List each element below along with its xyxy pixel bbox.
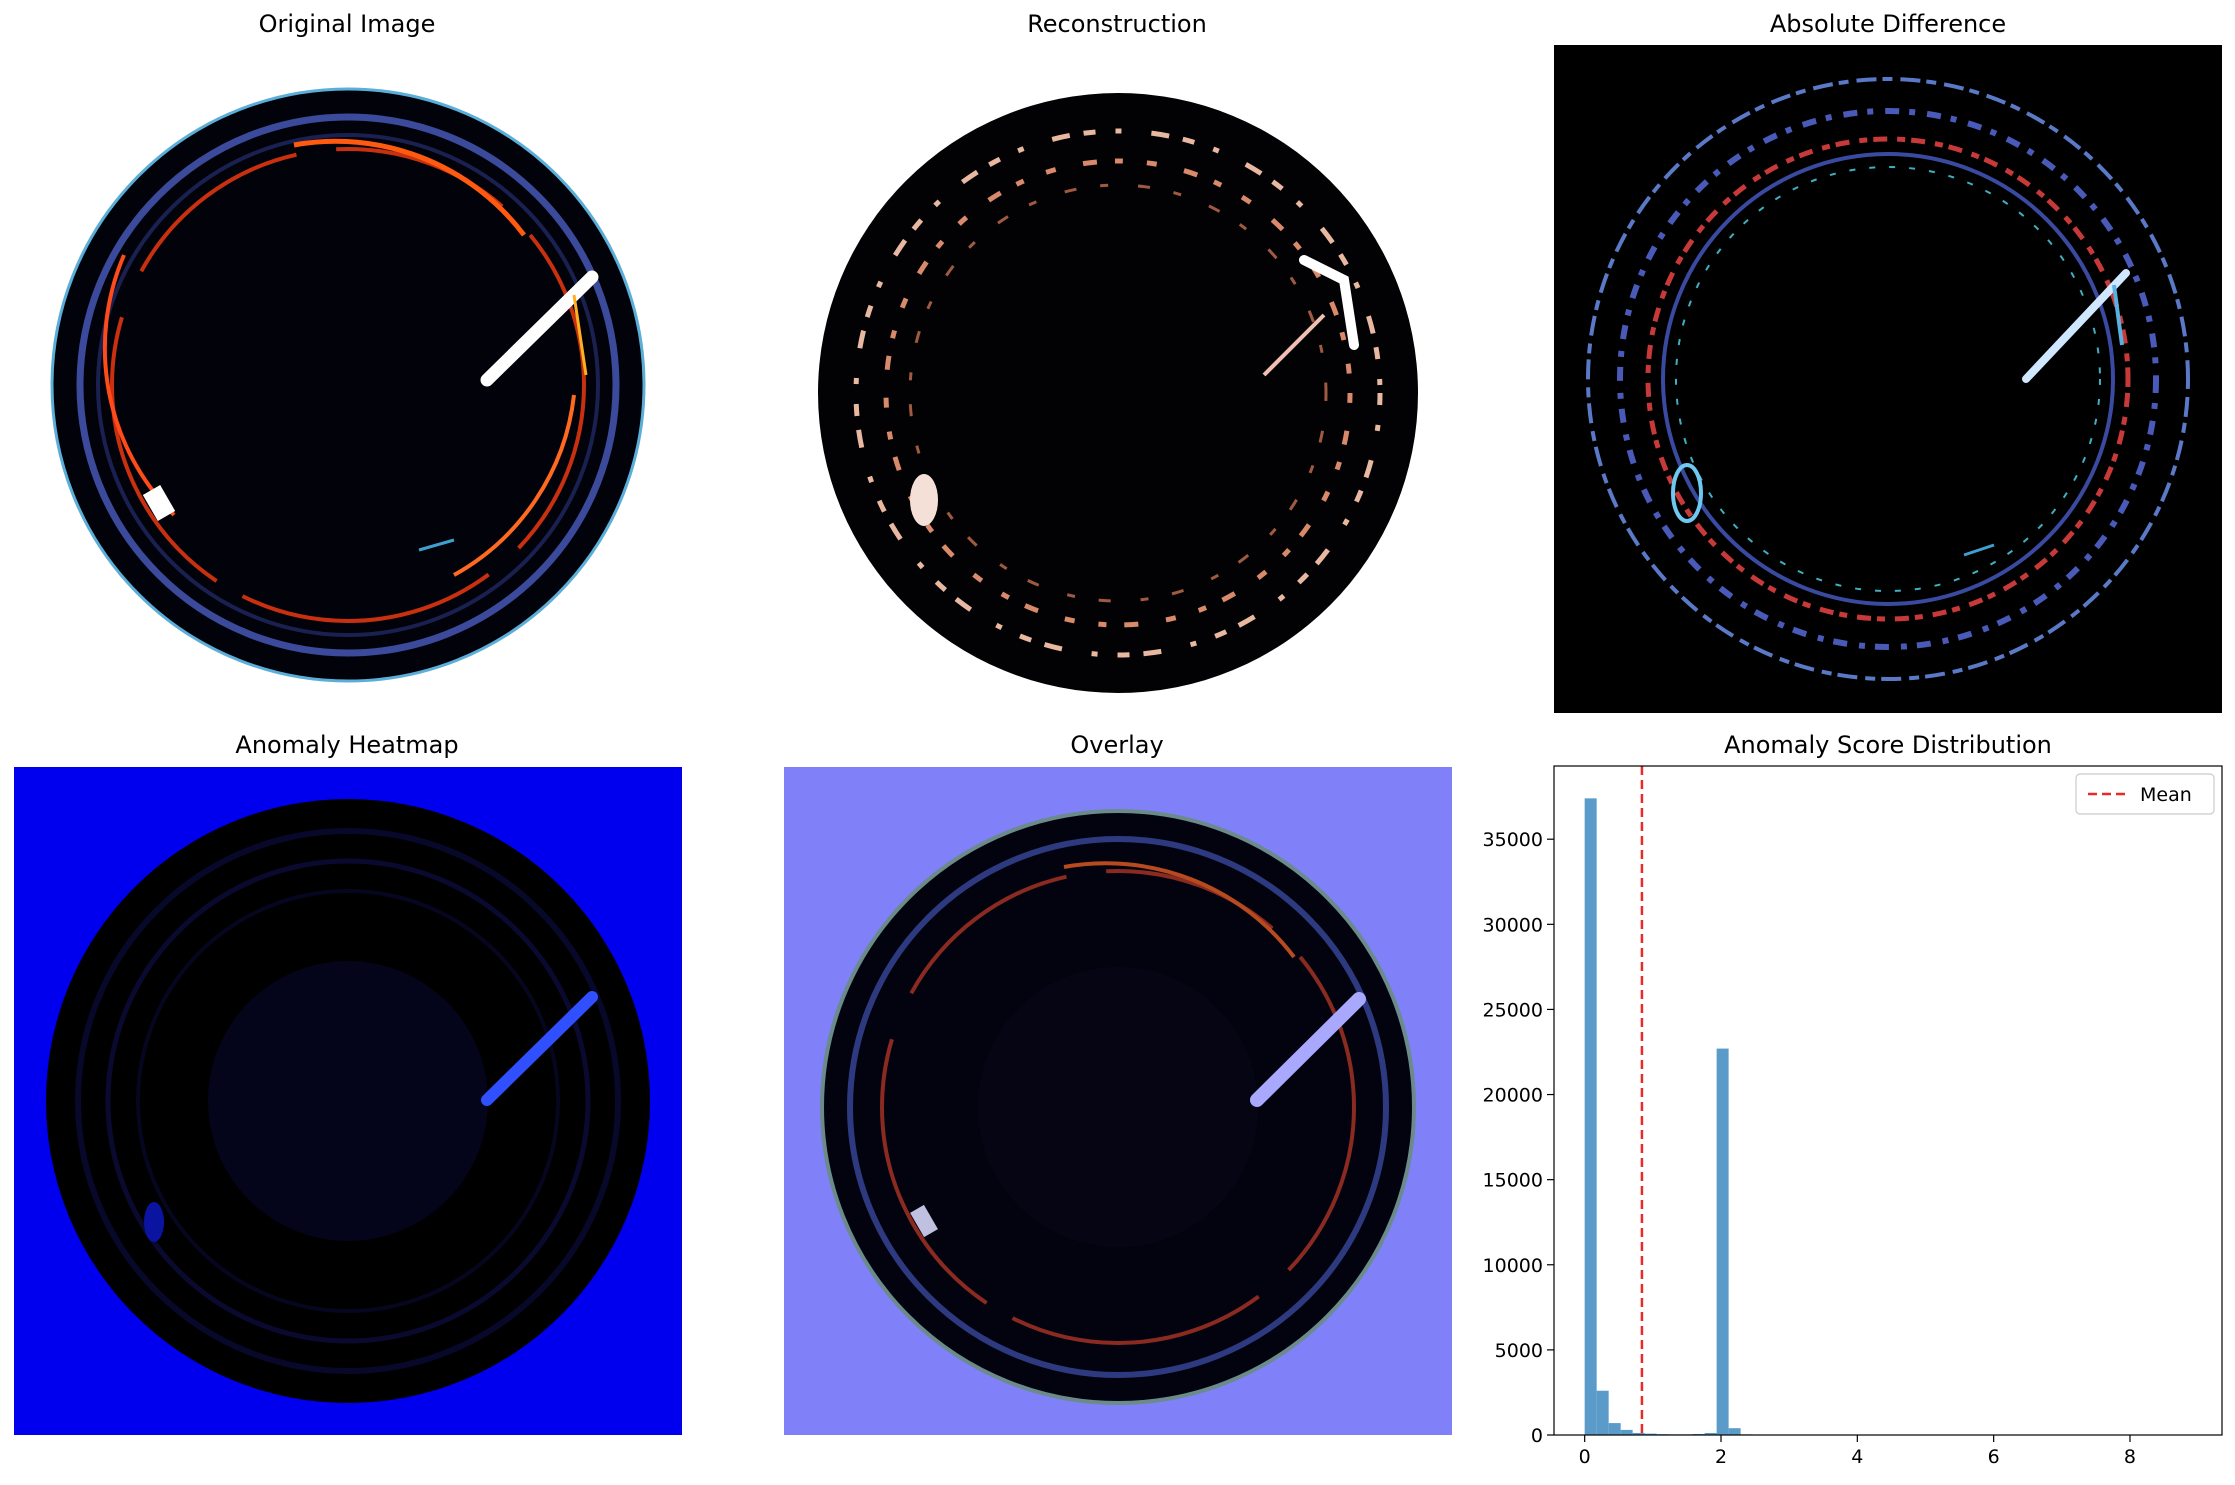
y-tick-label: 5000 <box>1495 1340 1543 1362</box>
title-heatmap: Anomaly Heatmap <box>235 731 459 759</box>
x-tick-label: 4 <box>1851 1446 1863 1468</box>
histogram-bar-3 <box>1620 1429 1633 1435</box>
histogram-bar-4 <box>1632 1432 1645 1435</box>
title-overlay: Overlay <box>1070 731 1164 759</box>
original-image <box>14 45 682 713</box>
difference-image <box>1554 45 2222 713</box>
histogram-bar-10 <box>1704 1432 1717 1435</box>
plot-frame <box>1553 765 2223 1436</box>
x-tick-label: 8 <box>2124 1446 2136 1468</box>
x-tick-label: 6 <box>1988 1446 2000 1468</box>
x-tick-label: 2 <box>1715 1446 1727 1468</box>
y-tick-label: 25000 <box>1483 999 1543 1021</box>
histogram-bar-2 <box>1608 1423 1621 1435</box>
title-reconstruction: Reconstruction <box>1027 10 1207 38</box>
histogram-chart: 0 2 4 6 8 0 5000 10000 15000 20000 25000 30000 35000… <box>1480 750 2235 1485</box>
histogram-bar-12 <box>1728 1428 1741 1435</box>
x-tick-label: 0 <box>1579 1446 1591 1468</box>
heatmap-image <box>14 767 682 1435</box>
title-difference: Absolute Difference <box>1769 10 2007 38</box>
title-histogram: Anomaly Score Distribution <box>1724 731 2052 759</box>
y-tick-label: 35000 <box>1483 829 1543 851</box>
histogram-bar-5 <box>1644 1433 1657 1435</box>
histogram-bar-0 <box>1584 798 1597 1435</box>
y-tick-label: 20000 <box>1483 1085 1543 1107</box>
histogram-bar-11 <box>1716 1048 1729 1435</box>
legend-box <box>2075 773 2215 815</box>
legend-mean-label: Mean <box>2140 784 2192 806</box>
y-tick-label: 0 <box>1531 1425 1543 1447</box>
reconstruction-image <box>784 45 1452 713</box>
title-original: Original Image <box>258 10 436 38</box>
y-tick-label: 15000 <box>1483 1170 1543 1192</box>
overlay-image <box>784 767 1452 1435</box>
y-tick-label: 10000 <box>1483 1255 1543 1277</box>
y-tick-label: 30000 <box>1483 914 1543 936</box>
histogram-bar-1 <box>1596 1390 1609 1435</box>
